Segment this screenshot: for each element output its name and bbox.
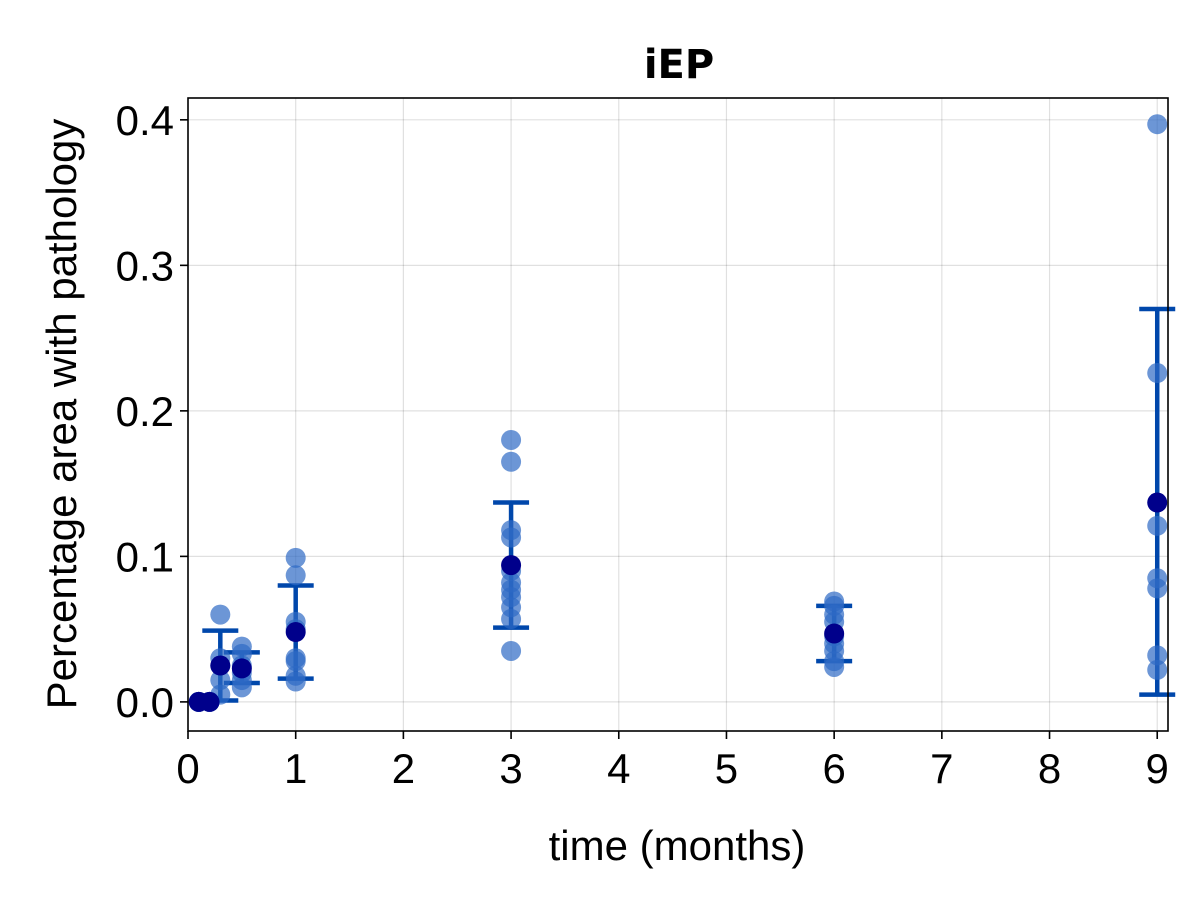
mean-point [1147,492,1168,513]
y-tick-label: 0.1 [116,533,174,580]
grid-layer [187,98,1168,731]
data-point [1147,659,1168,680]
x-tick-label: 8 [1038,745,1061,792]
x-tick-label: 6 [822,745,845,792]
data-point [285,547,306,568]
mean-point [231,658,252,679]
data-point [501,451,522,472]
errorbar-layer [202,306,1176,703]
data-point [1147,645,1168,666]
chart-title: iEP [644,42,714,88]
data-point [1147,114,1168,135]
data-point [1147,515,1168,536]
data-point [501,640,522,661]
mean-point [501,555,522,576]
data-point [1147,363,1168,384]
x-tick-label: 4 [607,745,630,792]
y-axis-label: Percentage area with pathology [38,119,85,710]
plot-frame [187,97,1169,732]
data-point [231,677,252,698]
x-tick-label: 7 [930,745,953,792]
mean-point [210,655,231,676]
data-point [285,651,306,672]
x-tick-label: 9 [1146,745,1169,792]
data-point [210,670,231,691]
x-tick-label: 0 [176,745,199,792]
x-tick-label: 5 [715,745,738,792]
y-tick-label: 0.4 [116,97,174,144]
data-point [285,565,306,586]
x-axis-ticks: 0 1 2 3 4 5 6 7 8 9 [176,731,1169,792]
data-point [210,604,231,625]
x-tick-label: 3 [499,745,522,792]
y-tick-label: 0.3 [116,242,174,289]
mean-layer [188,492,1168,712]
mean-point [199,691,220,712]
x-tick-label: 2 [392,745,415,792]
x-tick-label: 1 [284,745,307,792]
data-point [501,527,522,548]
x-axis-label: time (months) [549,822,806,869]
mean-point [824,623,845,644]
data-point [824,656,845,677]
y-axis-ticks: 0.0 0.1 0.2 0.3 0.4 [116,97,188,726]
mean-point [285,622,306,643]
data-point [285,671,306,692]
data-point [501,608,522,629]
points-layer [188,114,1168,712]
data-point [1147,578,1168,599]
y-tick-label: 0.0 [116,679,174,726]
y-tick-label: 0.2 [116,388,174,435]
data-point [501,429,522,450]
